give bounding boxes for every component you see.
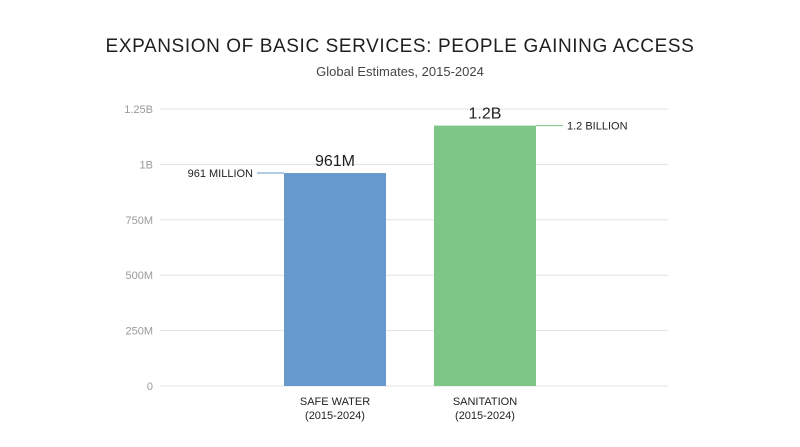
y-tick-label: 250M [125,326,153,338]
annotation-label: 961 MILLION [188,168,253,180]
x-tick-label: SANITATION [453,396,517,408]
y-tick-label: 500M [125,270,153,282]
x-tick-label: (2015-2024) [305,410,365,422]
bar [284,173,386,386]
bar [434,125,536,387]
x-tick-label: SAFE WATER [300,396,370,408]
chart-title: EXPANSION OF BASIC SERVICES: PEOPLE GAIN… [105,36,695,57]
data-label: 1.2B [469,106,502,123]
data-label: 961M [315,153,355,170]
bars: 961M 1.2B [284,106,536,387]
grid-lines [160,108,668,387]
y-tick-label: 1B [140,159,153,171]
y-tick-label: 0 [147,381,153,393]
annotation-label: 1.2 BILLION [567,121,628,133]
y-axis: 0 250M 500M 750M 1B 1.25B [124,104,153,393]
y-tick-label: 1.25B [124,104,153,116]
chart-subtitle: Global Estimates, 2015-2024 [316,64,484,79]
x-axis: SAFE WATER (2015-2024) SANITATION (2015-202… [300,396,517,422]
x-tick-label: (2015-2024) [455,410,515,422]
y-tick-label: 750M [125,215,153,227]
annotations: 961 MILLION 1.2 BILLION [188,121,628,180]
